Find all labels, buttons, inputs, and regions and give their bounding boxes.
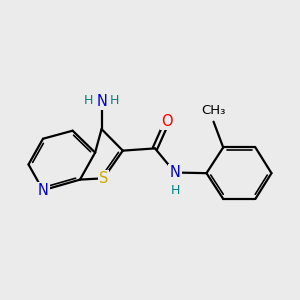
Text: N: N [38,183,48,198]
Text: O: O [161,114,173,129]
Text: H: H [170,184,180,197]
Text: H: H [83,94,93,107]
Text: S: S [99,171,108,186]
Text: CH₃: CH₃ [201,104,226,117]
Text: N: N [96,94,107,109]
Text: H: H [110,94,119,107]
Text: N: N [169,165,180,180]
